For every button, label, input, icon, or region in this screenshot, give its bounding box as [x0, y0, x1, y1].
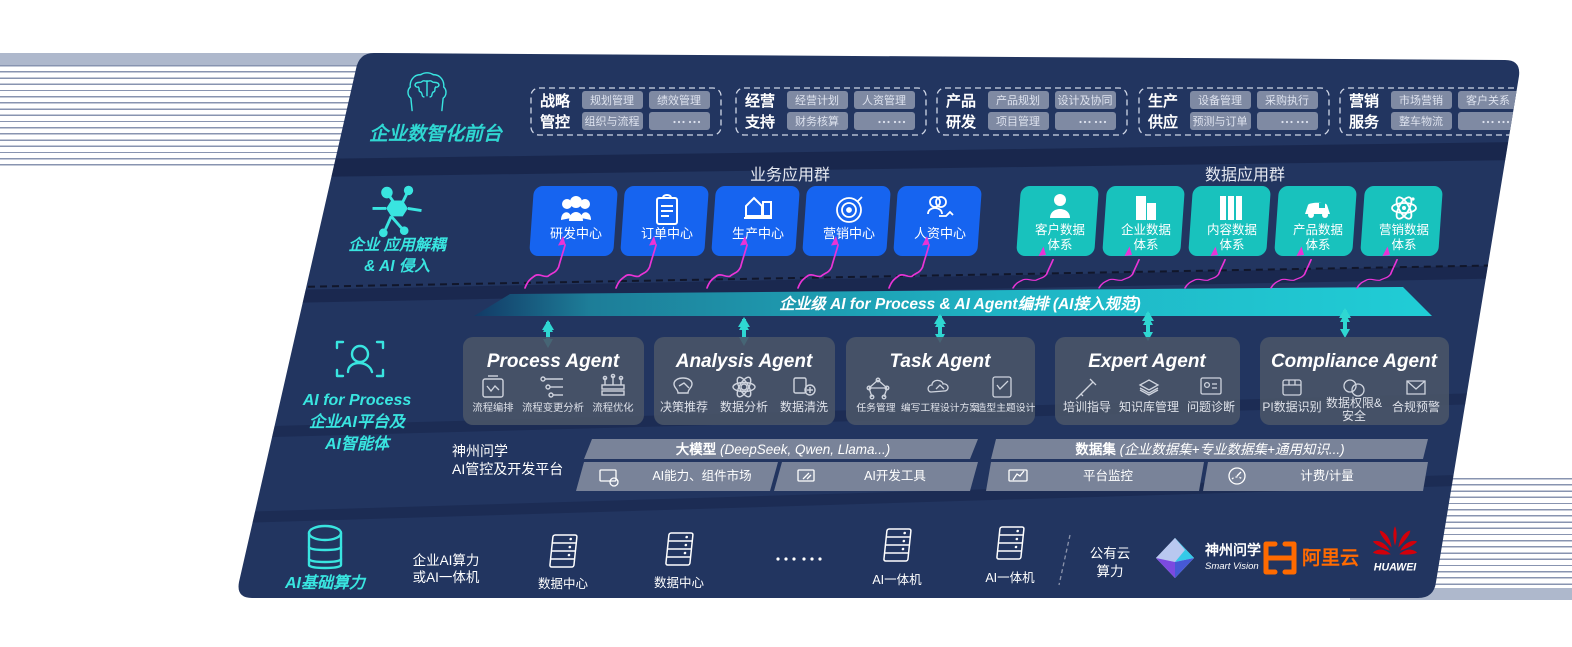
svg-text:数据分析: 数据分析: [720, 399, 768, 414]
svg-text:企业AI平台及: 企业AI平台及: [309, 413, 407, 431]
svg-text:合规预警: 合规预警: [1392, 399, 1440, 414]
svg-text:AI能力、组件市场: AI能力、组件市场: [652, 468, 751, 483]
svg-text:安全: 安全: [1342, 408, 1366, 423]
svg-text:体系: 体系: [1133, 238, 1158, 252]
svg-text:数据清洗: 数据清洗: [780, 399, 828, 414]
svg-text:计费/计量: 计费/计量: [1300, 469, 1353, 483]
svg-text:产品数据: 产品数据: [1293, 222, 1343, 237]
svg-text:采购执行: 采购执行: [1265, 93, 1309, 107]
svg-text:编写工程设计方案: 编写工程设计方案: [901, 401, 980, 414]
svg-text:算力: 算力: [1097, 564, 1124, 579]
svg-text:神州问学: 神州问学: [1205, 542, 1261, 558]
svg-text:整车物流: 整车物流: [1399, 114, 1443, 128]
svg-text:设备管理: 设备管理: [1198, 93, 1242, 107]
svg-text:企业 应用解耦: 企业 应用解耦: [348, 236, 448, 254]
svg-text:或AI一体机: 或AI一体机: [413, 570, 480, 585]
svg-text:组织与流程: 组织与流程: [585, 114, 640, 128]
svg-text:AI智能体: AI智能体: [324, 435, 392, 453]
svg-text:项目管理: 项目管理: [996, 114, 1040, 128]
svg-text:体系: 体系: [1047, 238, 1072, 252]
svg-text:神州问学: 神州问学: [452, 443, 508, 459]
svg-text:数据中心: 数据中心: [538, 576, 589, 591]
svg-text:造型主题设计: 造型主题设计: [977, 401, 1036, 414]
svg-text:& AI 侵入: & AI 侵入: [364, 257, 430, 275]
svg-text:AI一体机: AI一体机: [985, 571, 1035, 585]
svg-text:营销数据: 营销数据: [1379, 222, 1429, 237]
svg-text:平台监控: 平台监控: [1083, 468, 1134, 483]
svg-text:管控: 管控: [540, 113, 570, 131]
svg-text:企业AI算力: 企业AI算力: [413, 552, 480, 568]
svg-text:问题诊断: 问题诊断: [1187, 399, 1235, 414]
svg-text:HUAWEI: HUAWEI: [1374, 561, 1417, 573]
svg-text:流程优化: 流程优化: [592, 401, 633, 414]
svg-text:经营: 经营: [745, 92, 775, 110]
svg-text:绩效管理: 绩效管理: [657, 93, 701, 107]
svg-text:客户数据: 客户数据: [1035, 222, 1085, 237]
svg-text:AI开发工具: AI开发工具: [864, 468, 926, 483]
svg-text:订单中心: 订单中心: [641, 226, 693, 241]
svg-text:AI管控及开发平台: AI管控及开发平台: [452, 461, 563, 477]
svg-text:体系: 体系: [1305, 238, 1330, 252]
svg-text:人资中心: 人资中心: [914, 226, 966, 241]
svg-text:预测与订单: 预测与订单: [1193, 115, 1248, 128]
svg-text:数据权限&: 数据权限&: [1326, 395, 1382, 410]
svg-text:PI数据识别: PI数据识别: [1262, 399, 1321, 414]
svg-text:Smart Vision: Smart Vision: [1205, 561, 1259, 572]
svg-text:营销: 营销: [1349, 92, 1379, 110]
svg-text:流程编排: 流程编排: [472, 401, 513, 414]
svg-text:战略: 战略: [540, 92, 571, 110]
svg-text:研发中心: 研发中心: [550, 226, 602, 241]
svg-text:产品: 产品: [946, 92, 976, 110]
svg-text:营销中心: 营销中心: [823, 226, 875, 241]
svg-text:数据中心: 数据中心: [654, 575, 705, 590]
svg-text:流程变更分析: 流程变更分析: [522, 401, 584, 414]
svg-text:体系: 体系: [1219, 238, 1244, 252]
svg-text:生产: 生产: [1148, 92, 1178, 110]
svg-text:培训指导: 培训指导: [1063, 399, 1111, 414]
svg-text:Expert Agent: Expert Agent: [1088, 351, 1206, 372]
svg-text:支持: 支持: [744, 113, 775, 131]
svg-text:内容数据: 内容数据: [1207, 222, 1257, 237]
svg-text:企业数据: 企业数据: [1121, 222, 1171, 237]
svg-text:Process Agent: Process Agent: [487, 351, 620, 372]
svg-text:设计及协同: 设计及协同: [1058, 93, 1113, 107]
svg-text:服务: 服务: [1349, 113, 1380, 131]
svg-text:数据集 (企业数据集+专业数据集+通用知识...): 数据集 (企业数据集+专业数据集+通用知识...): [1075, 441, 1344, 457]
svg-text:阿里云: 阿里云: [1302, 547, 1359, 569]
svg-text:企业数智化前台: 企业数智化前台: [369, 123, 504, 145]
svg-text:企业级 AI for Process & AI Agent编: 企业级 AI for Process & AI Agent编排 (AI接入规范): [779, 295, 1140, 313]
svg-text:AI for Process: AI for Process: [302, 392, 412, 409]
svg-text:规划管理: 规划管理: [590, 93, 634, 107]
svg-text:Analysis Agent: Analysis Agent: [675, 351, 813, 372]
svg-text:AI基础算力: AI基础算力: [284, 574, 367, 592]
svg-text:财务核算: 财务核算: [795, 114, 839, 128]
svg-text:研发: 研发: [946, 113, 977, 131]
svg-text:AI一体机: AI一体机: [872, 573, 922, 587]
svg-text:Compliance Agent: Compliance Agent: [1271, 351, 1438, 372]
svg-text:数据应用群: 数据应用群: [1205, 165, 1285, 184]
svg-text:产品规划: 产品规划: [996, 93, 1040, 107]
svg-text:公有云: 公有云: [1090, 546, 1131, 561]
svg-text:业务应用群: 业务应用群: [750, 165, 830, 184]
svg-text:大模型 (DeepSeek, Qwen, Llama...): 大模型 (DeepSeek, Qwen, Llama...): [676, 441, 891, 457]
svg-text:客户关系: 客户关系: [1466, 93, 1510, 107]
svg-text:决策推荐: 决策推荐: [660, 400, 708, 414]
svg-text:知识库管理: 知识库管理: [1119, 399, 1179, 414]
svg-text:体系: 体系: [1391, 238, 1416, 252]
svg-text:供应: 供应: [1147, 113, 1178, 131]
svg-text:市场营销: 市场营销: [1399, 93, 1443, 107]
svg-text:任务管理: 任务管理: [856, 401, 895, 414]
svg-text:生产中心: 生产中心: [732, 226, 784, 241]
svg-text:Task Agent: Task Agent: [889, 351, 991, 372]
svg-text:人资管理: 人资管理: [862, 93, 906, 107]
svg-text:经营计划: 经营计划: [795, 93, 839, 107]
